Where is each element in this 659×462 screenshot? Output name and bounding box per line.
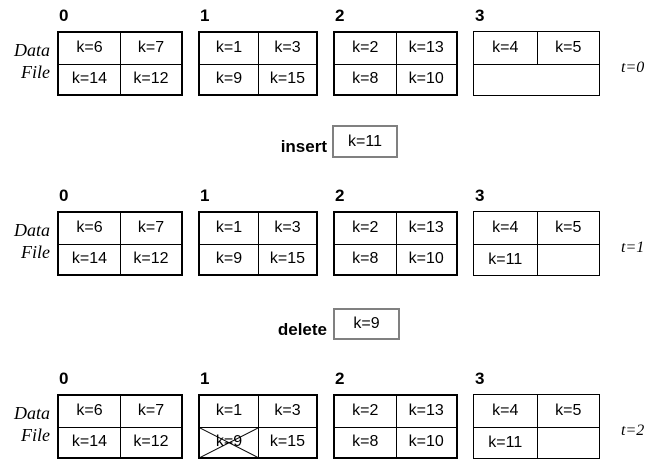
bucket-number-label: 3	[475, 186, 485, 205]
bucket-cell: k=8	[335, 63, 396, 95]
bucket-0: k=6 k=7 k=14 k=12	[57, 394, 183, 459]
data-file-label-line2: File	[21, 242, 50, 262]
bucket-1: k=1 k=3 k=9 k=15	[198, 211, 318, 276]
time-label: t=2	[621, 422, 645, 439]
bucket-0: k=6 k=7 k=14 k=12	[57, 31, 183, 96]
bucket-cell: k=3	[258, 33, 316, 64]
data-file-label-line2: File	[21, 425, 50, 445]
bucket-number-label: 0	[59, 186, 69, 205]
bucket-number-label: 2	[335, 6, 345, 25]
bucket-cell-empty	[474, 63, 599, 96]
bucket-cell: k=5	[536, 32, 600, 64]
bucket-cell: k=6	[76, 219, 103, 237]
data-file-label: Data File	[0, 402, 50, 446]
data-file-label-line1: Data	[14, 40, 50, 60]
bucket-3: k=4 k=5	[473, 31, 600, 96]
deleted-cell-text: k=9	[215, 433, 243, 451]
bucket-cell: k=3	[258, 396, 316, 427]
bucket-cell: k=5	[536, 395, 600, 427]
bucket-0: k=6 k=7 k=14 k=12	[57, 211, 183, 276]
bucket-number-label: 0	[59, 369, 69, 388]
bucket-cell: k=7	[120, 213, 181, 244]
bucket-cell: k=5	[536, 212, 600, 244]
bucket-cell: k=13	[395, 396, 457, 427]
bucket-cell: k=1	[215, 402, 243, 420]
data-file-label: Data File	[0, 219, 50, 263]
bucket-cell: k=13	[395, 33, 457, 64]
insert-key-box: k=11	[332, 125, 398, 158]
bucket-cell: k=10	[395, 243, 456, 274]
time-label: t=1	[621, 239, 645, 256]
bucket-cell: k=7	[120, 33, 181, 64]
bucket-cell: k=3	[258, 213, 316, 244]
bucket-cell-empty	[536, 243, 599, 275]
data-file-label-line1: Data	[14, 403, 50, 423]
bucket-cell: k=8	[335, 243, 396, 275]
bucket-cell: k=12	[120, 243, 181, 274]
bucket-cell: k=15	[258, 243, 316, 274]
bucket-cell: k=10	[395, 63, 456, 94]
bucket-3: k=4 k=5 k=11	[473, 211, 600, 276]
bucket-cell: k=1	[215, 219, 243, 237]
insert-operation-label: insert	[280, 137, 327, 156]
bucket-number-label: 0	[59, 6, 69, 25]
bucket-1: k=1 k=3 k=9 k=15	[198, 31, 318, 96]
bucket-cell: k=2	[352, 402, 379, 420]
bucket-cell: k=9	[200, 63, 258, 95]
bucket-cell: k=12	[120, 426, 181, 457]
data-file-label-line1: Data	[14, 220, 50, 240]
bucket-number-label: 3	[475, 369, 485, 388]
bucket-cell: k=1	[215, 39, 243, 57]
bucket-cell: k=2	[352, 219, 379, 237]
bucket-cell: k=4	[492, 401, 519, 419]
bucket-cell: k=15	[258, 63, 316, 94]
bucket-number-label: 2	[335, 186, 345, 205]
bucket-cell: k=15	[258, 426, 316, 457]
bucket-cell: k=14	[59, 63, 120, 95]
bucket-number-label: 3	[475, 6, 485, 25]
bucket-cell: k=10	[395, 426, 456, 457]
bucket-cell: k=12	[120, 63, 181, 94]
bucket-number-label: 1	[200, 186, 210, 205]
bucket-cell: k=4	[492, 38, 519, 56]
snapshot-t0: Data File 0 1 2 3 k=6 k=7 k=14 k=12 k=1 …	[0, 6, 659, 98]
time-label: t=0	[621, 59, 645, 76]
bucket-1: k=1 k=3 k=9 k=15	[198, 394, 318, 459]
bucket-number-label: 2	[335, 369, 345, 388]
bucket-number-label: 1	[200, 369, 210, 388]
bucket-2: k=2 k=13 k=8 k=10	[333, 394, 458, 459]
bucket-cell: k=9	[200, 243, 258, 275]
bucket-cell: k=8	[335, 426, 396, 458]
delete-key-box: k=9	[333, 308, 400, 340]
data-file-label-line2: File	[21, 62, 50, 82]
delete-operation-label: delete	[277, 320, 327, 339]
bucket-cell: k=2	[352, 39, 379, 57]
snapshot-t1: Data File 0 1 2 3 k=6 k=7 k=14 k=12 k=1 …	[0, 186, 659, 278]
bucket-cell: k=7	[120, 396, 181, 427]
bucket-cell: k=11	[474, 426, 537, 459]
bucket-cell: k=14	[59, 426, 120, 458]
data-file-label: Data File	[0, 39, 50, 83]
bucket-2: k=2 k=13 k=8 k=10	[333, 31, 458, 96]
bucket-3: k=4 k=5 k=11	[473, 394, 600, 459]
bucket-cell: k=13	[395, 213, 457, 244]
bucket-cell-deleted: k=9	[200, 426, 258, 458]
snapshot-t2: Data File 0 1 2 3 k=6 k=7 k=14 k=12 k=1 …	[0, 369, 659, 461]
bucket-cell: k=4	[492, 218, 519, 236]
bucket-cell: k=6	[76, 402, 103, 420]
bucket-2: k=2 k=13 k=8 k=10	[333, 211, 458, 276]
bucket-number-label: 1	[200, 6, 210, 25]
bucket-cell: k=11	[474, 243, 537, 276]
bucket-cell: k=14	[59, 243, 120, 275]
bucket-cell-empty	[536, 426, 599, 458]
bucket-cell: k=6	[76, 39, 103, 57]
